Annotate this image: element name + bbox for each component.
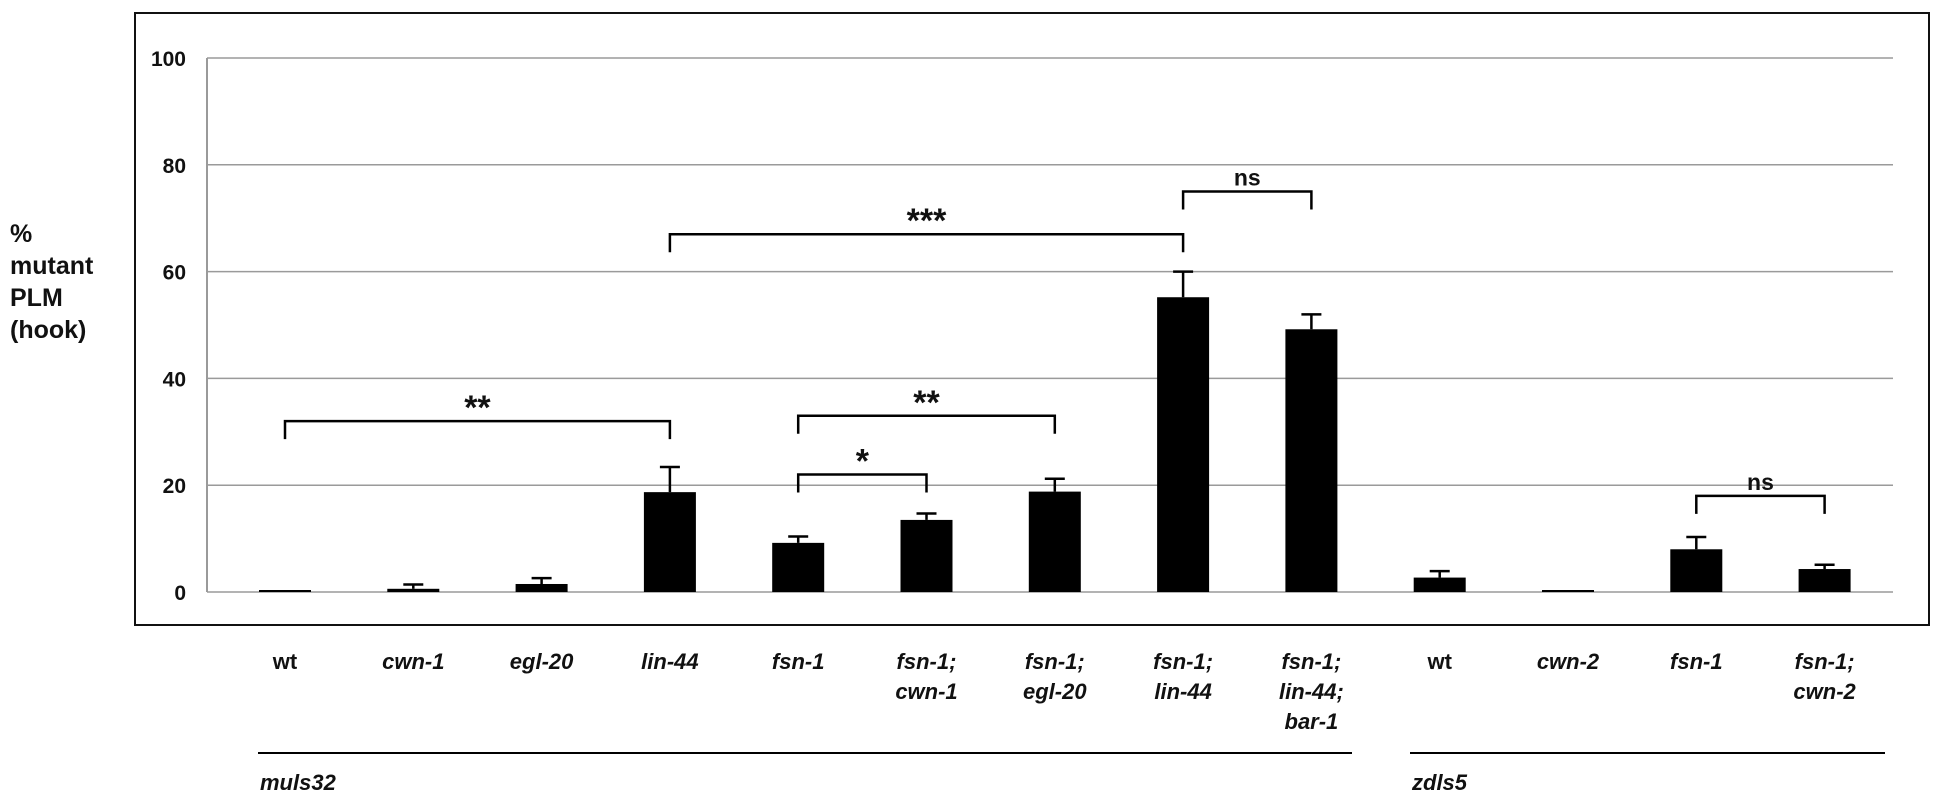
significance-bracket bbox=[1181, 190, 1313, 210]
bar bbox=[1157, 297, 1210, 592]
category-label: fsn-1; bbox=[1281, 649, 1341, 674]
significance-bracket bbox=[283, 419, 672, 440]
group-label: zdls5 bbox=[1411, 770, 1468, 795]
significance-bracket bbox=[796, 473, 928, 493]
category-label: egl-20 bbox=[1023, 679, 1087, 704]
category-label: lin-44 bbox=[641, 649, 698, 674]
bar bbox=[1413, 577, 1466, 592]
category-label: cwn-1 bbox=[382, 649, 444, 674]
y-axis-label-line: PLM bbox=[10, 284, 63, 312]
significance-label: *** bbox=[907, 202, 947, 240]
bar bbox=[1028, 491, 1081, 592]
bar bbox=[515, 583, 568, 592]
category-label: cwn-2 bbox=[1537, 649, 1600, 674]
significance-bracket bbox=[668, 232, 1185, 253]
y-tick-label: 100 bbox=[151, 48, 186, 71]
y-axis-label-line: % bbox=[10, 220, 33, 248]
category-label: lin-44; bbox=[1279, 679, 1344, 704]
bar bbox=[643, 492, 696, 592]
bar bbox=[1798, 569, 1851, 592]
bar bbox=[900, 519, 953, 592]
bar bbox=[1542, 590, 1594, 592]
category-label: cwn-2 bbox=[1793, 679, 1856, 704]
significance-label: * bbox=[856, 443, 870, 481]
significance-label: ns bbox=[1234, 165, 1261, 191]
category-label: lin-44 bbox=[1154, 679, 1211, 704]
y-axis-label: % mutant PLM (hook) bbox=[10, 218, 128, 346]
bar bbox=[1285, 329, 1338, 592]
bar bbox=[259, 590, 311, 592]
group-label: muls32 bbox=[260, 770, 337, 795]
category-label: egl-20 bbox=[510, 649, 574, 674]
significance-bracket bbox=[1695, 494, 1826, 514]
y-tick-label: 40 bbox=[163, 368, 186, 391]
y-tick-label: 20 bbox=[163, 475, 186, 498]
significance-label: ** bbox=[913, 384, 940, 422]
category-label: fsn-1; bbox=[1795, 649, 1855, 674]
category-label: wt bbox=[1426, 649, 1452, 674]
y-axis-label-line: mutant bbox=[10, 252, 94, 280]
category-label: wt bbox=[272, 649, 298, 674]
category-label: fsn-1; bbox=[1025, 649, 1085, 674]
bar bbox=[387, 588, 440, 592]
chart-frame bbox=[134, 12, 1930, 626]
bar bbox=[1670, 549, 1723, 592]
category-label: bar-1 bbox=[1285, 709, 1339, 734]
category-label: fsn-1 bbox=[1670, 649, 1723, 674]
significance-label: ** bbox=[464, 389, 491, 427]
category-label: fsn-1; bbox=[1153, 649, 1213, 674]
y-tick-label: 0 bbox=[174, 582, 186, 605]
y-axis-label-line: (hook) bbox=[10, 316, 87, 344]
y-tick-label: 60 bbox=[163, 262, 186, 285]
y-tick-label: 80 bbox=[163, 155, 186, 178]
bar bbox=[772, 542, 825, 592]
significance-bracket bbox=[796, 414, 1057, 434]
category-label: cwn-1 bbox=[895, 679, 957, 704]
category-label: fsn-1 bbox=[772, 649, 825, 674]
significance-label: ns bbox=[1747, 469, 1774, 495]
category-label: fsn-1; bbox=[897, 649, 957, 674]
